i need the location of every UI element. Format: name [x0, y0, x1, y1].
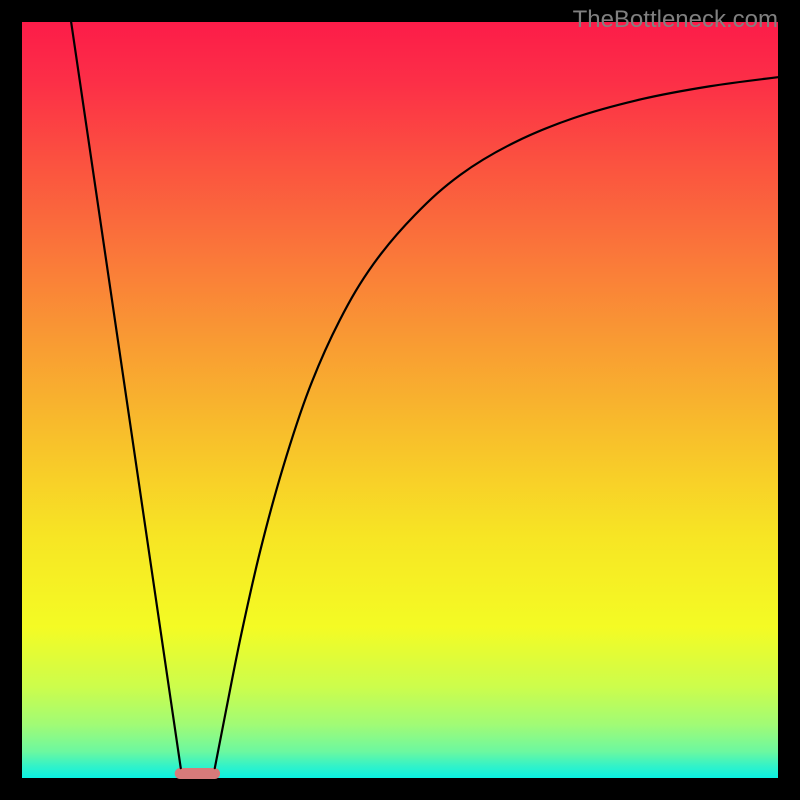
watermark-text: TheBottleneck.com: [573, 6, 778, 34]
bottleneck-chart: TheBottleneck.com: [0, 0, 800, 800]
chart-canvas: [0, 0, 800, 800]
plot-area: [22, 22, 778, 778]
valley-marker: [175, 768, 220, 779]
